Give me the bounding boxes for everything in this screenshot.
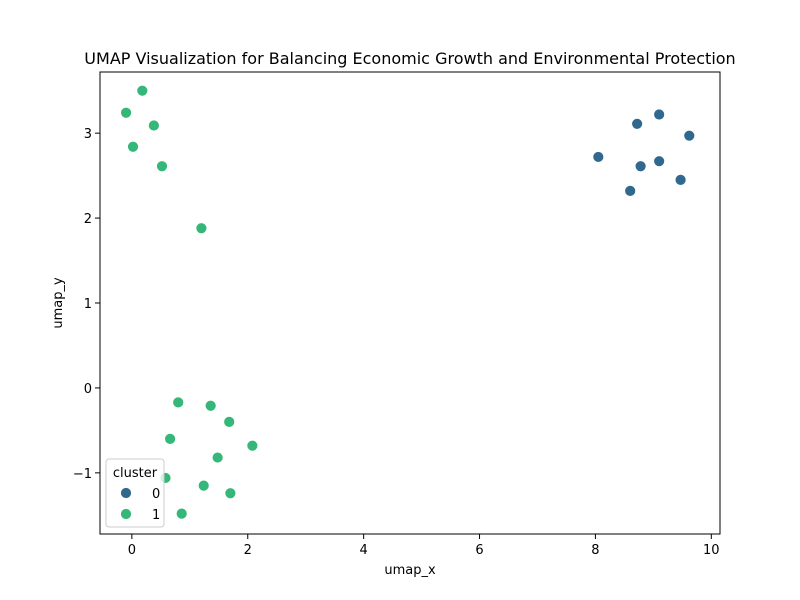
data-point-cluster-0 bbox=[592, 151, 605, 163]
data-point-cluster-1 bbox=[127, 140, 139, 153]
x-tick-label: 2 bbox=[244, 543, 252, 558]
legend-label: 1 bbox=[152, 508, 160, 523]
data-point-cluster-1 bbox=[211, 451, 224, 464]
data-point-cluster-1 bbox=[164, 432, 177, 445]
data-point-cluster-0 bbox=[653, 155, 666, 168]
legend-entries: 01 bbox=[120, 487, 160, 523]
data-point-cluster-1 bbox=[175, 507, 188, 520]
data-point-cluster-1 bbox=[195, 222, 208, 235]
data-point-cluster-1 bbox=[197, 479, 210, 492]
x-tick-label: 8 bbox=[591, 543, 599, 558]
y-axis: −1 0 1 2 3 bbox=[73, 127, 100, 482]
legend-box bbox=[105, 458, 165, 528]
data-point-cluster-0 bbox=[683, 129, 696, 142]
y-tick-label: 1 bbox=[84, 297, 92, 312]
data-point-cluster-1 bbox=[147, 119, 160, 132]
data-point-cluster-1 bbox=[224, 487, 237, 500]
data-point-cluster-1 bbox=[204, 399, 217, 412]
x-tick-label: 0 bbox=[128, 543, 136, 558]
data-point-cluster-1 bbox=[172, 396, 185, 409]
legend: cluster 01 bbox=[105, 458, 165, 528]
legend-marker bbox=[120, 487, 132, 499]
legend-title: cluster bbox=[113, 466, 158, 481]
data-point-cluster-1 bbox=[156, 160, 168, 173]
chart-title: UMAP Visualization for Balancing Economi… bbox=[84, 49, 735, 68]
plot-frame bbox=[99, 71, 721, 535]
x-axis: 0 2 4 6 8 10 bbox=[128, 534, 720, 558]
data-point-cluster-0 bbox=[653, 108, 666, 121]
y-tick-label: 2 bbox=[84, 212, 92, 227]
data-point-cluster-1 bbox=[246, 439, 259, 452]
legend-marker bbox=[120, 508, 132, 520]
x-tick-label: 10 bbox=[703, 543, 720, 558]
y-tick-label: −1 bbox=[73, 467, 92, 482]
data-point-cluster-1 bbox=[136, 84, 149, 97]
x-axis-title: umap_x bbox=[384, 563, 436, 578]
x-tick-label: 4 bbox=[360, 543, 368, 558]
data-points bbox=[120, 84, 696, 520]
data-point-cluster-0 bbox=[674, 173, 687, 186]
data-point-cluster-1 bbox=[223, 415, 236, 428]
legend-label: 0 bbox=[152, 487, 160, 502]
y-tick-label: 0 bbox=[84, 382, 92, 397]
data-point-cluster-0 bbox=[634, 160, 647, 173]
data-point-cluster-0 bbox=[624, 184, 637, 197]
y-tick-label: 3 bbox=[84, 127, 92, 142]
data-point-cluster-1 bbox=[120, 106, 132, 119]
x-tick-label: 6 bbox=[475, 543, 483, 558]
data-point-cluster-0 bbox=[631, 117, 644, 130]
y-axis-title: umap_y bbox=[51, 277, 66, 329]
